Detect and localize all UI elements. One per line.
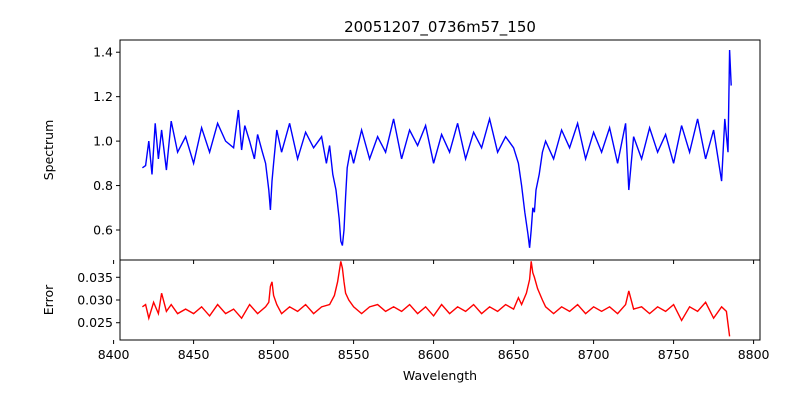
error-series-line bbox=[141, 261, 731, 337]
spectrum-y-tick-label: 1.2 bbox=[93, 89, 113, 104]
error-y-axis-label: Error bbox=[41, 284, 56, 315]
x-tick-label: 8700 bbox=[578, 347, 610, 362]
spectrum-y-ticks: 0.6 0.8 1.0 1.2 1.4 bbox=[93, 45, 120, 238]
spectrum-y-tick-label: 1.4 bbox=[93, 45, 113, 60]
error-y-tick-label: 0.035 bbox=[77, 270, 113, 285]
x-tick-label: 8400 bbox=[98, 347, 130, 362]
chart-title-text: 20051207_0736m57_150 bbox=[344, 18, 536, 37]
x-axis-label: Wavelength bbox=[403, 368, 477, 383]
chart-title: 20051207_0736m57_150 bbox=[344, 18, 536, 37]
x-tick-label: 8500 bbox=[258, 347, 290, 362]
spectrum-series-line bbox=[142, 49, 732, 248]
spectrum-y-axis-label: Spectrum bbox=[41, 120, 56, 181]
spectrum-panel: 0.6 0.8 1.0 1.2 1.4 Spectrum bbox=[41, 39, 761, 264]
x-tick-label: 8650 bbox=[498, 347, 530, 362]
spectrum-y-tick-label: 1.0 bbox=[93, 134, 113, 149]
spectrum-plot-frame bbox=[119, 39, 761, 261]
spectrum-x-ticks bbox=[113, 260, 755, 264]
error-y-ticks: 0.025 0.030 0.035 bbox=[77, 270, 120, 330]
x-tick-label: 8800 bbox=[738, 347, 770, 362]
error-panel: 0.025 0.030 0.035 8400 8450 8500 8550 8600 8650… bbox=[41, 259, 770, 362]
error-y-tick-label: 0.030 bbox=[77, 293, 113, 308]
error-plot-frame bbox=[119, 259, 761, 341]
x-tick-label: 8550 bbox=[338, 347, 370, 362]
spectrum-y-tick-label: 0.8 bbox=[93, 178, 113, 193]
x-tick-label: 8750 bbox=[658, 347, 690, 362]
x-tick-label: 8600 bbox=[418, 347, 450, 362]
error-x-ticks: 8400 8450 8500 8550 8600 8650 8700 8750 8800 bbox=[98, 340, 770, 362]
spectrum-y-tick-label: 0.6 bbox=[93, 223, 113, 238]
x-tick-label: 8450 bbox=[178, 347, 210, 362]
error-y-tick-label: 0.025 bbox=[77, 315, 113, 330]
